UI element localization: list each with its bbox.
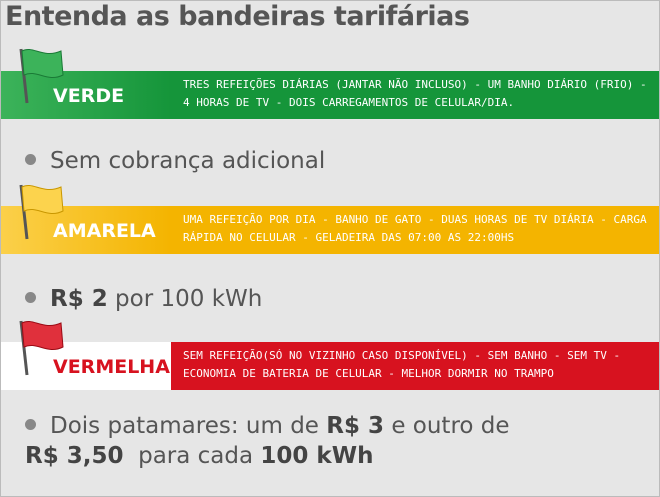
- flag-name: VERDE: [1, 71, 171, 119]
- bullet-text: para cada: [123, 443, 261, 469]
- bullet-bold: R$ 2: [50, 286, 108, 312]
- bullet-text: Sem cobrança adicional: [50, 148, 326, 174]
- band-vermelha: VERMELHA SEM REFEIÇÃO(SÓ NO VIZINHO CASO…: [1, 342, 659, 390]
- flag-icon: [19, 48, 64, 104]
- flag-pole: [19, 320, 29, 376]
- flag-description: SEM REFEIÇÃO(SÓ NO VIZINHO CASO DISPONÍV…: [183, 349, 621, 380]
- band-amarela: AMARELA UMA REFEIÇÃO POR DIA - BANHO DE …: [1, 206, 659, 254]
- bullet-bold: R$ 3,50: [25, 443, 124, 469]
- bullet: R$ 2 por 100 kWh: [25, 284, 262, 314]
- bullet-text: e outro de: [384, 413, 510, 439]
- flag-description: UMA REFEIÇÃO POR DIA - BANHO DE GATO - D…: [183, 213, 647, 244]
- flag-description: TRES REFEIÇÕES DIÁRIAS (JANTAR NÃO INCLU…: [183, 78, 647, 109]
- flag-icon: [19, 320, 64, 376]
- band-verde: VERDE TRES REFEIÇÕES DIÁRIAS (JANTAR NÃO…: [1, 71, 659, 119]
- bullet: Sem cobrança adicional: [25, 146, 325, 176]
- flag-name: VERMELHA: [1, 342, 171, 390]
- flag-cloth: [21, 49, 64, 79]
- bullet-text: por 100 kWh: [107, 286, 263, 312]
- flag-pole: [19, 48, 29, 104]
- flag-pole: [19, 184, 29, 240]
- flag-icon: [19, 184, 64, 240]
- bullet-bold: 100 kWh: [260, 443, 374, 469]
- flag-name: AMARELA: [1, 206, 171, 254]
- bullet-text: Dois patamares: um de: [50, 413, 327, 439]
- title: Entenda as bandeiras tarifárias: [5, 1, 470, 32]
- bullet-bold: R$ 3: [326, 413, 385, 439]
- bullet: Dois patamares: um de R$ 3 e outro de R$ …: [25, 411, 510, 471]
- flag-cloth: [21, 321, 64, 351]
- flag-cloth: [21, 185, 64, 215]
